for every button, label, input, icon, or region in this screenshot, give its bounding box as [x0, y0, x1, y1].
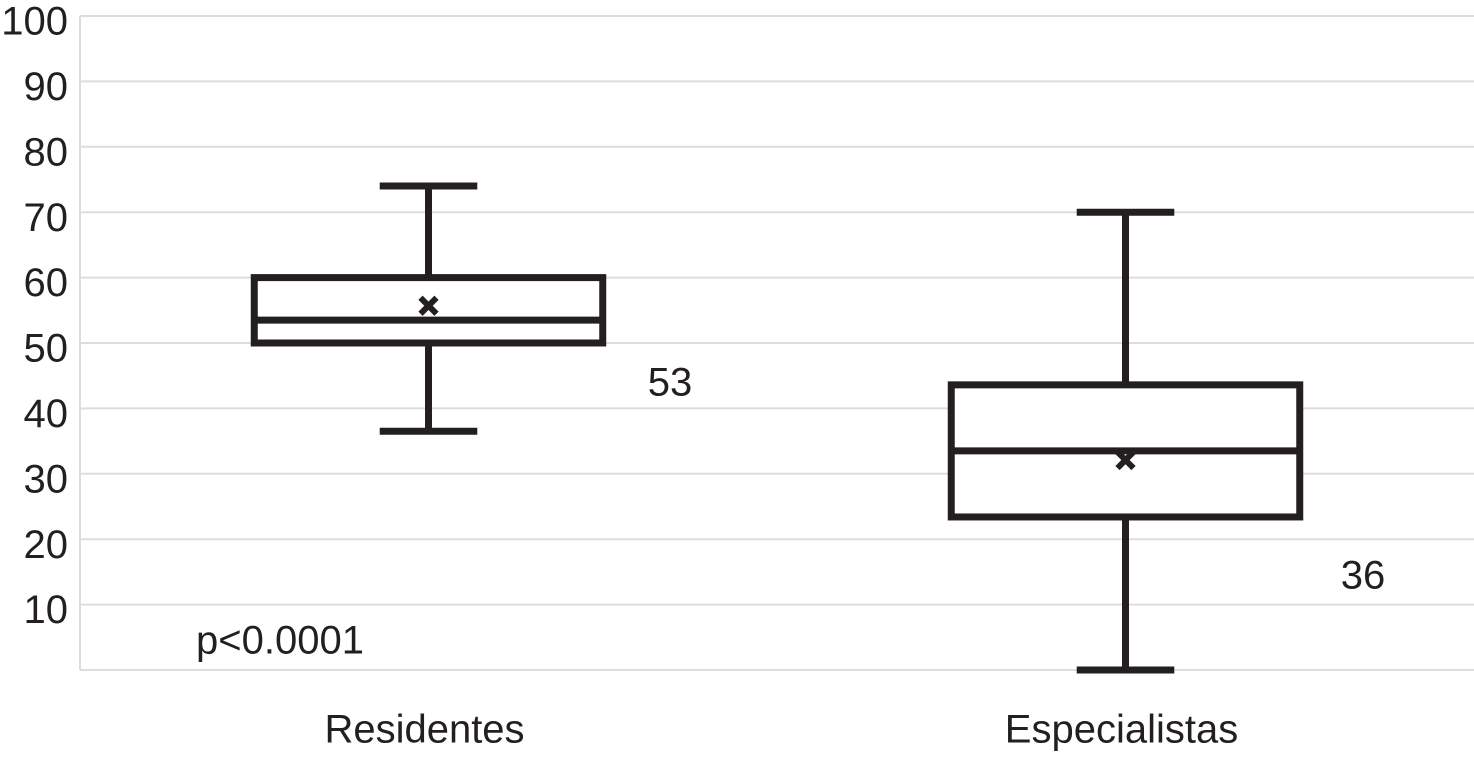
y-tick-label: 40 [24, 392, 69, 436]
annotation: 36 [1341, 554, 1386, 598]
y-tick-label: 70 [24, 196, 69, 240]
x-tick-label: Residentes [324, 708, 524, 752]
x-tick-label: Especialistas [1005, 708, 1238, 752]
y-tick-label: 100 [1, 0, 68, 44]
box [250, 274, 607, 347]
annotation: 53 [648, 361, 693, 405]
y-tick-label: 80 [24, 130, 69, 174]
y-tick-label: 60 [24, 261, 69, 305]
y-tick-label: 30 [24, 457, 69, 501]
y-tick-label: 10 [24, 588, 69, 632]
mean-marker [418, 295, 439, 316]
mean-marker [1115, 449, 1136, 471]
y-tick-label: 20 [24, 523, 69, 567]
y-tick-label: 90 [24, 65, 69, 109]
y-tick-label: 50 [24, 327, 69, 371]
annotation: p<0.0001 [196, 619, 364, 663]
